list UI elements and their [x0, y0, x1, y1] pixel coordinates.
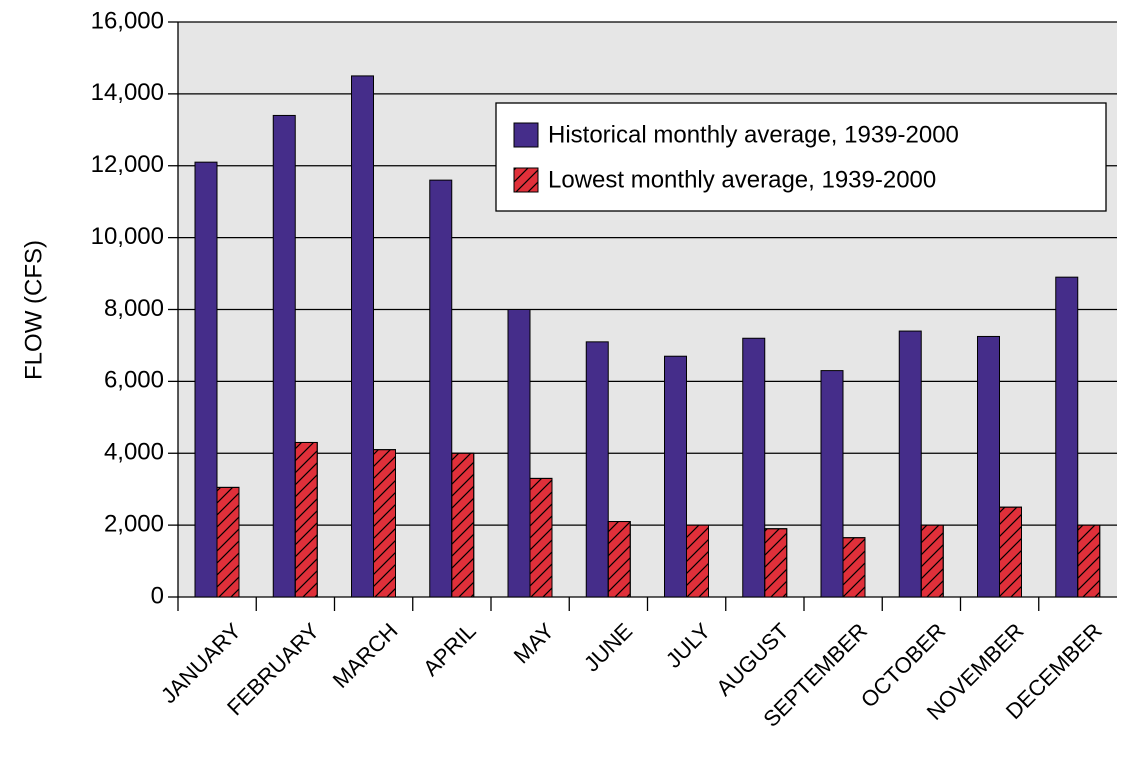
- bar-fill: [898, 330, 922, 598]
- bar-hatch: [451, 452, 475, 598]
- bar: [764, 528, 788, 598]
- bar: [351, 75, 374, 598]
- bar-fill: [272, 114, 296, 598]
- bar-hatch: [294, 441, 318, 598]
- bar-fill: [351, 75, 374, 598]
- y-tick-label: 4,000: [104, 439, 164, 466]
- y-tick-label: 16,000: [91, 7, 164, 34]
- bar: [686, 524, 709, 598]
- bar: [294, 441, 318, 598]
- x-tick-label: MARCH: [328, 618, 403, 693]
- bar-hatch: [686, 524, 709, 598]
- bar: [429, 179, 453, 598]
- bar-fill: [820, 370, 844, 598]
- bar: [1077, 524, 1101, 598]
- bar: [216, 486, 240, 598]
- bar-hatch: [920, 524, 944, 598]
- x-tick-label: APRIL: [418, 618, 481, 681]
- bar-hatch: [607, 521, 631, 598]
- bar: [507, 309, 531, 598]
- y-tick-label: 14,000: [91, 79, 164, 106]
- bar: [272, 114, 296, 598]
- legend-swatch-hatch: [513, 167, 539, 193]
- bar: [607, 521, 631, 598]
- bar-hatch: [373, 449, 396, 598]
- bar-fill: [429, 179, 453, 598]
- bar: [999, 506, 1022, 598]
- bar-fill: [977, 335, 1000, 598]
- bar: [898, 330, 922, 598]
- bar-hatch: [529, 477, 553, 598]
- bar: [194, 161, 218, 598]
- y-axis-label: FLOW (CFS): [20, 240, 47, 380]
- x-tick-label: AUGUST: [711, 618, 794, 701]
- legend-swatch: [513, 122, 539, 148]
- bar-hatch: [764, 528, 788, 598]
- bar: [977, 335, 1000, 598]
- bar: [451, 452, 475, 598]
- bar: [373, 449, 396, 598]
- x-tick-label: MAY: [509, 618, 559, 668]
- legend-box: [495, 102, 1107, 212]
- bar-hatch: [999, 506, 1022, 598]
- bar-hatch: [216, 486, 240, 598]
- bar: [742, 337, 766, 598]
- y-tick-label: 8,000: [104, 295, 164, 322]
- bar-hatch: [842, 537, 866, 598]
- bar: [585, 341, 609, 598]
- legend-label: Lowest monthly average, 1939-2000: [548, 166, 936, 193]
- bar-fill: [742, 337, 766, 598]
- y-tick-label: 2,000: [104, 510, 164, 537]
- y-tick-label: 10,000: [91, 223, 164, 250]
- bar-fill: [664, 355, 687, 598]
- bar: [842, 537, 866, 598]
- bar: [920, 524, 944, 598]
- bar-fill: [585, 341, 609, 598]
- y-tick-label: 6,000: [104, 367, 164, 394]
- bar-hatch: [1077, 524, 1101, 598]
- bar: [529, 477, 553, 598]
- legend-label: Historical monthly average, 1939-2000: [548, 121, 959, 148]
- y-tick-label: 12,000: [91, 151, 164, 178]
- x-tick-label: JUNE: [579, 618, 637, 676]
- y-tick-label: 0: [151, 582, 164, 609]
- x-tick-label: JULY: [661, 618, 716, 673]
- bar: [820, 370, 844, 598]
- bar-fill: [507, 309, 531, 598]
- bar: [1055, 276, 1079, 598]
- bar-fill: [194, 161, 218, 598]
- bar-fill: [1055, 276, 1079, 598]
- bar: [664, 355, 687, 598]
